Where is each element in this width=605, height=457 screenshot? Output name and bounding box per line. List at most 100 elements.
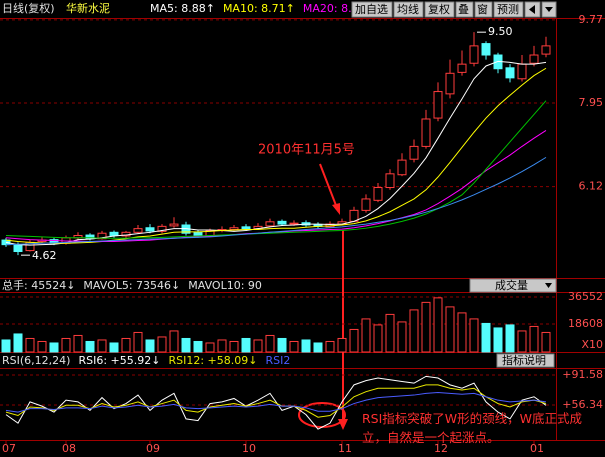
button-label[interactable]: 加自选 <box>355 3 388 16</box>
line <box>5 156 547 246</box>
volume-bar <box>253 339 263 353</box>
y-tick-label: +91.58 <box>562 368 603 381</box>
candle-body <box>109 231 119 237</box>
line <box>5 384 547 418</box>
candle-body <box>481 43 491 56</box>
candle-body <box>445 72 455 95</box>
volume-bar <box>337 337 347 353</box>
y-tick-label: +56.34 <box>562 398 603 411</box>
volume-bar <box>145 339 155 353</box>
button[interactable] <box>424 1 455 18</box>
candle-body <box>265 221 275 227</box>
candle-body <box>421 118 431 147</box>
candle-body <box>157 225 167 232</box>
y-tick-label: 9.77 <box>579 13 604 26</box>
volume-bar <box>205 342 215 353</box>
legend-item: MAVOL10: 90 <box>188 279 262 292</box>
candle-body <box>361 198 371 211</box>
volume-bar <box>133 331 143 353</box>
button-label[interactable]: 预测 <box>497 3 519 16</box>
volume-bar <box>373 324 383 353</box>
button-label[interactable]: 均线 <box>397 2 419 16</box>
legend-item: MA10: 8.71↑ <box>223 2 295 15</box>
candle-body <box>133 228 143 233</box>
volume-bar <box>361 318 371 353</box>
indicator-select[interactable] <box>469 278 557 293</box>
legend-item: MA5: 8.88↑ <box>150 2 215 15</box>
volume-bar <box>457 312 467 353</box>
volume-bar <box>493 327 503 353</box>
volume-bar <box>13 333 23 353</box>
button[interactable] <box>393 1 424 18</box>
volume-bar <box>397 321 407 353</box>
y-tick-label: 6.12 <box>579 180 604 193</box>
volume-bar <box>109 342 119 353</box>
toolbar: 加自选 均线 复权 叠 窗 预测 <box>351 1 557 18</box>
volume-bar <box>349 328 359 353</box>
button-label[interactable]: 窗 <box>477 2 488 16</box>
candle-body <box>241 226 251 230</box>
candle-body <box>433 91 443 119</box>
y-tick-label: 36552 <box>568 290 603 303</box>
candle-body <box>169 223 179 227</box>
candle-body <box>397 159 407 176</box>
volume-bar <box>505 324 515 353</box>
candle-body <box>529 54 539 64</box>
candle-body <box>145 227 155 232</box>
unit-label: X10 <box>581 338 603 351</box>
volume-bar <box>61 337 71 353</box>
volume-bar <box>433 297 443 353</box>
candle-body <box>13 244 23 252</box>
volume-bar <box>529 325 539 353</box>
x-tick-label: 08 <box>62 442 76 455</box>
button[interactable] <box>496 353 555 368</box>
x-tick-label: 11 <box>338 442 352 455</box>
candle-body <box>517 63 527 80</box>
button[interactable] <box>455 1 474 18</box>
button-label[interactable]: 叠 <box>458 3 469 16</box>
y-tick-label: 18608 <box>568 317 603 330</box>
x-tick-label: 01 <box>530 442 544 455</box>
volume-bar <box>1 339 11 353</box>
min-label: 4.62 <box>32 249 57 262</box>
button[interactable] <box>474 1 493 18</box>
legend-item: RSI2 <box>265 354 290 367</box>
button[interactable] <box>351 1 393 18</box>
volume-bar <box>469 318 479 353</box>
candle-body <box>229 227 239 231</box>
candle-body <box>277 220 287 225</box>
legend-item: MAVOL5: 73546↓ <box>83 279 180 292</box>
indicator-label[interactable]: 成交量 <box>495 278 528 292</box>
volume-bar <box>181 337 191 353</box>
button[interactable] <box>493 1 524 18</box>
volume-bar <box>241 337 251 353</box>
candle-body <box>469 45 479 64</box>
candle-body <box>457 63 467 73</box>
period-label: 日线(复权) <box>2 1 55 15</box>
volume-bar <box>73 334 83 353</box>
volume-bar <box>85 340 95 353</box>
volume-bar <box>301 339 311 353</box>
volume-bar <box>445 306 455 353</box>
volume-bar <box>541 331 551 353</box>
volume-bar <box>289 340 299 353</box>
volume-bar <box>169 330 179 353</box>
line <box>5 100 547 239</box>
button-label[interactable]: 复权 <box>428 2 450 16</box>
volume-bar <box>265 334 275 353</box>
max-label: 9.50 <box>488 25 513 38</box>
volume-bar <box>325 340 335 353</box>
candle-body <box>385 173 395 189</box>
button-label[interactable]: 指标说明 <box>502 353 546 367</box>
volume-bar <box>409 309 419 353</box>
volume-bar <box>121 337 131 353</box>
line <box>5 375 547 430</box>
volume-bar <box>421 301 431 353</box>
volume-bar <box>97 339 107 353</box>
candle-body <box>541 45 551 55</box>
candle-body <box>289 222 299 225</box>
icon-menu <box>545 7 553 12</box>
